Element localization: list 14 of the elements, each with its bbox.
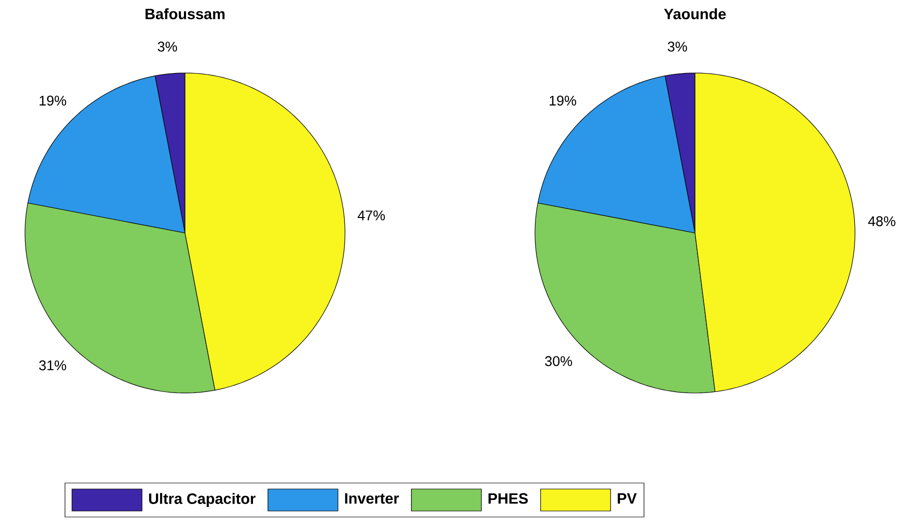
- data-label: 19%: [550, 96, 576, 106]
- chart-title: Yaounde: [664, 8, 726, 20]
- legend-label: Ultra Capacitor: [149, 492, 256, 507]
- data-label: 48%: [868, 216, 896, 226]
- legend-label: PV: [618, 493, 637, 504]
- data-label: 30%: [545, 356, 572, 366]
- data-label: 3%: [668, 42, 688, 52]
- data-label: 47%: [358, 210, 385, 220]
- chart-title: Bafoussam: [146, 8, 224, 20]
- data-label: 3%: [158, 42, 178, 52]
- legend-label: Inverter: [345, 493, 399, 504]
- data-label: 19%: [40, 96, 66, 106]
- data-label: 31%: [39, 360, 66, 370]
- legend-label: PHES: [488, 493, 528, 504]
